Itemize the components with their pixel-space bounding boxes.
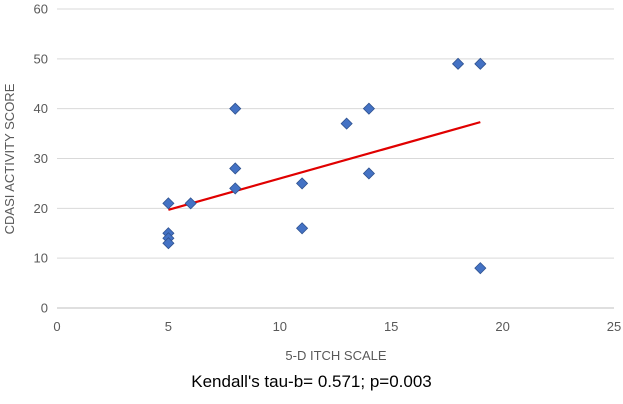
y-tick-label: 0 (41, 301, 48, 316)
scatter-chart: 0 10 20 30 40 50 60 0 5 10 15 20 25 CDASI ACTIVITY … (2, 2, 621, 364)
data-point (474, 262, 487, 275)
data-point (451, 57, 465, 70)
y-axis-title: CDASI ACTIVITY SCORE (2, 83, 17, 234)
chart-caption: Kendall's tau-b= 0.571; p=0.003 (191, 372, 432, 391)
data-point (162, 237, 175, 250)
y-tick-label: 60 (34, 2, 48, 17)
x-tick-label: 10 (273, 319, 287, 334)
trendline (168, 121, 481, 211)
y-tick-label: 30 (34, 151, 48, 166)
data-point (162, 197, 175, 210)
y-tick-label: 10 (34, 251, 48, 266)
x-tick-label: 5 (165, 319, 172, 334)
x-tick-label: 20 (495, 319, 509, 334)
data-point (229, 102, 242, 115)
x-tick-label: 25 (607, 319, 621, 334)
x-axis-title: 5-D ITCH SCALE (285, 348, 386, 363)
y-tick-labels: 0 10 20 30 40 50 60 (34, 2, 48, 316)
data-point (474, 57, 487, 70)
y-tick-label: 20 (34, 201, 48, 216)
y-tick-label: 50 (34, 51, 48, 66)
x-tick-labels: 0 5 10 15 20 25 (53, 319, 621, 334)
x-tick-label: 0 (53, 319, 60, 334)
data-point (296, 177, 309, 190)
data-point (340, 117, 353, 130)
gridlines (57, 8, 614, 259)
data-point (362, 102, 375, 115)
data-point (184, 197, 197, 210)
data-point (362, 167, 375, 180)
data-point (229, 162, 242, 175)
x-tick-label: 15 (384, 319, 398, 334)
data-point (229, 182, 242, 195)
data-points (162, 57, 487, 275)
y-tick-label: 40 (34, 101, 48, 116)
data-point (296, 222, 309, 235)
